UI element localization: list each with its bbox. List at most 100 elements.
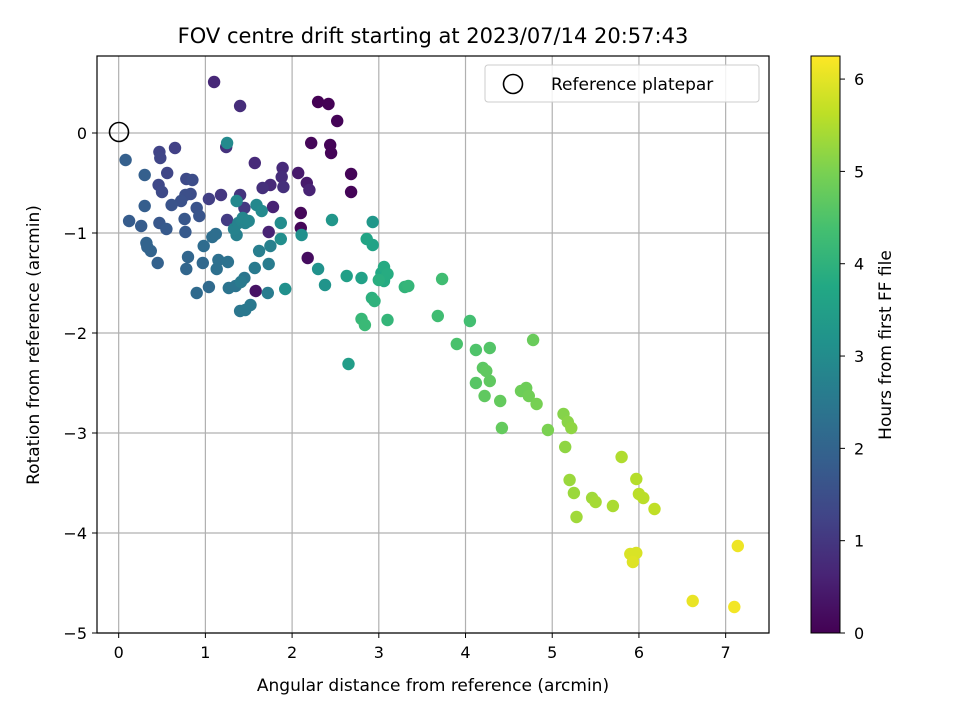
colorbar: 0 1 2 3 4 5 6 Hours from first FF file <box>810 55 896 643</box>
data-point <box>559 440 572 454</box>
colorbar-tick-label: 1 <box>854 532 864 551</box>
data-point <box>360 232 373 246</box>
colorbar-tick-label: 2 <box>854 439 864 458</box>
data-point <box>138 168 151 182</box>
data-point <box>277 180 290 194</box>
data-point <box>522 389 535 403</box>
data-point <box>626 555 640 569</box>
y-axis-title: Rotation from reference (arcmin) <box>24 205 44 485</box>
data-point <box>731 539 744 553</box>
data-point <box>342 357 355 371</box>
x-tick-label: 0 <box>114 643 124 662</box>
data-point <box>154 151 167 165</box>
colorbar-gradient <box>810 55 841 634</box>
y-tick-label: −2 <box>63 324 87 343</box>
legend-box <box>484 64 760 103</box>
data-point <box>331 114 344 128</box>
colorbar-tick-label: 6 <box>854 70 864 89</box>
data-point <box>122 214 136 228</box>
reference-marker <box>108 121 130 143</box>
legend: Reference platepar <box>484 64 760 103</box>
data-point <box>728 600 741 614</box>
data-point <box>311 95 325 109</box>
data-point <box>196 256 209 270</box>
legend-marker <box>502 73 524 95</box>
data-point <box>248 156 261 170</box>
data-point <box>274 232 287 246</box>
x-tick-label: 5 <box>547 643 557 662</box>
data-point <box>305 136 318 150</box>
data-point <box>264 239 277 253</box>
data-point <box>266 200 280 214</box>
data-point <box>435 272 449 286</box>
x-axis-title: Angular distance from reference (arcmin) <box>257 676 609 696</box>
data-point <box>292 166 305 180</box>
y-axis-ticks: 0 −1 −2 −3 −4 −5 <box>63 124 97 643</box>
data-point <box>530 397 543 411</box>
data-point <box>119 153 132 167</box>
data-point <box>469 376 483 390</box>
colorbar-ticks: 0 1 2 3 4 5 6 <box>840 70 864 643</box>
data-point <box>252 244 266 258</box>
data-point <box>563 473 576 487</box>
data-point <box>637 491 650 505</box>
data-point <box>630 472 643 486</box>
data-point <box>262 225 275 239</box>
data-point <box>242 214 255 228</box>
data-point <box>221 255 235 269</box>
data-point <box>368 294 381 308</box>
data-point <box>483 341 496 355</box>
data-point <box>381 313 394 327</box>
colorbar-title: Hours from first FF file <box>876 250 896 440</box>
data-point <box>340 269 353 283</box>
data-point <box>402 279 415 293</box>
data-point <box>311 262 325 276</box>
data-point <box>181 250 195 264</box>
data-point <box>151 256 164 270</box>
x-tick-label: 2 <box>287 643 297 662</box>
data-point <box>570 510 583 524</box>
data-point <box>480 364 493 378</box>
data-point <box>261 286 274 300</box>
data-point <box>469 343 483 357</box>
data-point <box>279 282 292 296</box>
data-point <box>606 499 620 513</box>
data-point <box>186 173 199 187</box>
data-point <box>212 253 225 267</box>
data-point <box>193 209 206 223</box>
data-point <box>174 194 188 208</box>
data-point <box>478 389 491 403</box>
data-point <box>495 421 509 435</box>
data-point <box>541 423 555 437</box>
data-point <box>155 185 169 199</box>
data-point <box>256 181 269 195</box>
data-point <box>344 185 358 199</box>
data-point <box>565 421 578 435</box>
data-point <box>165 198 178 212</box>
data-point <box>358 318 372 332</box>
data-point <box>233 99 247 113</box>
y-tick-label: −5 <box>63 624 87 643</box>
data-point <box>366 215 379 229</box>
data-point <box>294 206 307 220</box>
data-point <box>160 222 173 236</box>
data-point <box>197 239 210 253</box>
y-tick-label: −4 <box>63 524 87 543</box>
data-point <box>324 146 338 160</box>
x-tick-label: 7 <box>721 643 731 662</box>
x-tick-label: 1 <box>200 643 210 662</box>
data-point <box>248 261 261 275</box>
colorbar-tick-label: 3 <box>854 347 864 366</box>
x-axis-ticks: 0 1 2 3 4 5 6 7 <box>114 633 731 662</box>
data-point <box>295 228 308 242</box>
data-point <box>135 219 148 233</box>
data-point <box>141 240 154 254</box>
data-point <box>325 213 339 227</box>
data-point <box>450 337 463 351</box>
y-tick-label: 0 <box>77 124 87 143</box>
data-point <box>202 192 216 206</box>
data-point <box>209 227 222 241</box>
data-point <box>168 141 182 155</box>
data-point <box>275 170 288 184</box>
